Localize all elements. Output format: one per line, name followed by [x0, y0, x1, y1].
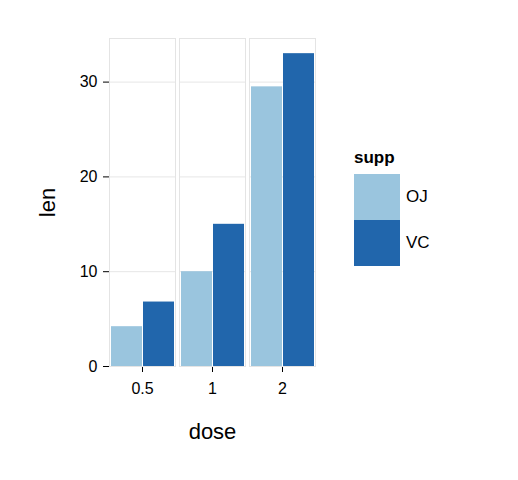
svg-text:0.5: 0.5 — [131, 380, 153, 397]
svg-text:1: 1 — [208, 380, 217, 397]
html-text:supp: supp — [354, 148, 395, 167]
svg-text:30: 30 — [80, 73, 98, 90]
html-text:OJ: OJ — [406, 187, 428, 206]
svg-text:len: len — [35, 188, 60, 217]
svg-text:20: 20 — [80, 168, 98, 185]
html-text:VC: VC — [406, 233, 430, 252]
svg-text:10: 10 — [80, 263, 98, 280]
svg-text:dose: dose — [189, 419, 237, 444]
svg-text:2: 2 — [278, 380, 287, 397]
svg-text:0: 0 — [89, 358, 98, 375]
